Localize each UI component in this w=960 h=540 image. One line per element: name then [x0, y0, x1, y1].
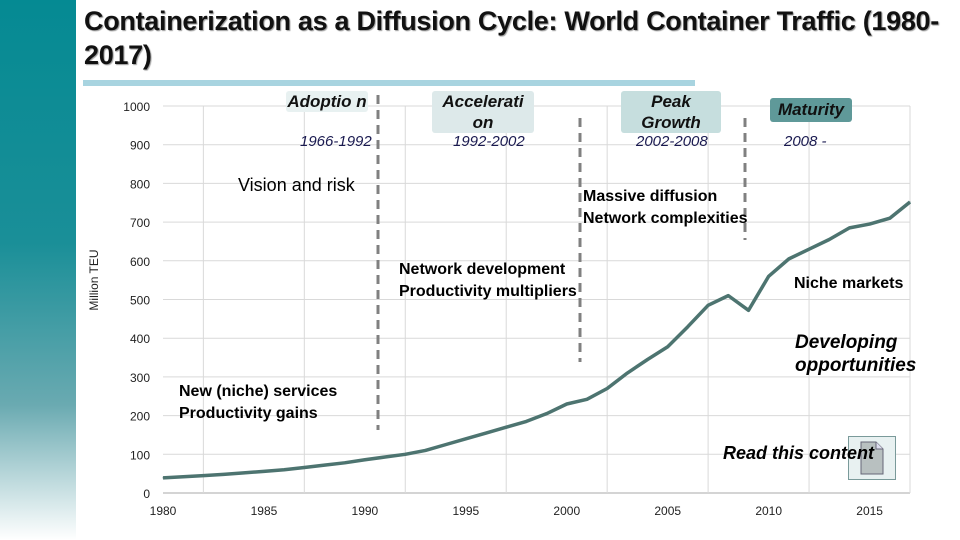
data-point: [182, 476, 184, 478]
data-point: [525, 420, 527, 422]
data-point: [505, 426, 507, 428]
y-tick-label: 900: [130, 139, 150, 153]
phase-years-acceleration: 1992-2002: [453, 133, 525, 150]
phase-years-maturity: 2008 -: [784, 133, 827, 150]
data-point: [546, 413, 548, 415]
y-tick-label: 600: [130, 255, 150, 269]
document-icon: [860, 441, 884, 475]
phase-label-peak-growth: Peak Growth: [621, 91, 721, 133]
y-tick-label: 100: [130, 448, 150, 462]
x-tick-label: 2010: [755, 504, 782, 518]
line1: Developing: [795, 332, 898, 353]
annotation-niche-services: New (niche) services Productivity gains: [179, 381, 337, 425]
annotation-developing-opportunities: Developing opportunities: [795, 331, 916, 377]
data-point: [404, 453, 406, 455]
annotation-network-development: Network development Productivity multipli…: [399, 259, 577, 303]
data-point: [162, 477, 164, 479]
data-point: [667, 346, 669, 348]
page-title: Containerization as a Diffusion Cycle: W…: [84, 6, 939, 70]
line2: Productivity multipliers: [399, 283, 577, 300]
data-point: [424, 449, 426, 451]
data-point: [626, 372, 628, 374]
data-point: [707, 304, 709, 306]
data-point: [243, 472, 245, 474]
data-point: [606, 388, 608, 390]
x-tick-label: 2015: [856, 504, 883, 518]
x-tick-label: 2005: [654, 504, 681, 518]
document-icon-button[interactable]: [848, 436, 896, 480]
data-point: [303, 466, 305, 468]
data-point: [647, 358, 649, 360]
y-tick-label: 1000: [123, 100, 150, 114]
data-point: [909, 201, 911, 203]
series-line: [162, 200, 912, 480]
data-point: [465, 438, 467, 440]
phase-label-adoption: Adoptio n: [286, 91, 368, 112]
data-point: [384, 456, 386, 458]
x-tick-label: 1980: [150, 504, 177, 518]
line2: Productivity gains: [179, 405, 318, 422]
data-point: [828, 239, 830, 241]
annotation-massive-diffusion: Massive diffusion Network complexities: [583, 186, 748, 230]
data-point: [223, 473, 225, 475]
y-axis-label: Million TEU: [87, 249, 101, 310]
y-tick-label: 0: [143, 487, 150, 501]
data-point: [727, 295, 729, 297]
data-point: [788, 258, 790, 260]
data-point: [485, 432, 487, 434]
line1: Massive diffusion: [583, 188, 718, 205]
data-point: [747, 309, 749, 311]
line1: New (niche) services: [179, 383, 338, 400]
x-tick-label: 1990: [352, 504, 379, 518]
sidebar-accent: [0, 0, 76, 540]
annotation-vision: Vision and risk: [238, 175, 355, 195]
line2: opportunities: [795, 355, 917, 376]
line2: Network complexities: [583, 210, 748, 227]
annotation-niche-markets: Niche markets: [794, 275, 904, 292]
phase-label-acceleration: Accelerati on: [432, 91, 534, 133]
phase-years-adoption: 1966-1992: [300, 133, 372, 150]
y-tick-label: 200: [130, 410, 150, 424]
data-point: [889, 217, 891, 219]
data-point: [869, 223, 871, 225]
y-tick-label: 400: [130, 332, 150, 346]
line1: Network development: [399, 261, 566, 278]
data-point: [768, 275, 770, 277]
y-tick-label: 500: [130, 294, 150, 308]
phase-years-peak-growth: 2002-2008: [636, 133, 708, 150]
y-tick-label: 700: [130, 216, 150, 230]
data-point: [344, 462, 346, 464]
y-tick-label: 300: [130, 371, 150, 385]
data-point: [808, 248, 810, 250]
data-point: [687, 326, 689, 328]
title-underline: [83, 80, 695, 86]
data-point: [364, 459, 366, 461]
phase-label-maturity: Maturity: [770, 98, 852, 122]
x-tick-label: 2000: [553, 504, 580, 518]
data-point: [566, 403, 568, 405]
y-tick-label: 800: [130, 177, 150, 191]
data-point: [324, 464, 326, 466]
data-point: [445, 444, 447, 446]
read-content-link[interactable]: Read this content: [723, 443, 875, 463]
data-point: [848, 227, 850, 229]
data-point: [586, 398, 588, 400]
data-point: [263, 470, 265, 472]
data-point: [202, 475, 204, 477]
x-tick-label: 1995: [452, 504, 479, 518]
data-point: [283, 469, 285, 471]
x-tick-label: 1985: [251, 504, 278, 518]
